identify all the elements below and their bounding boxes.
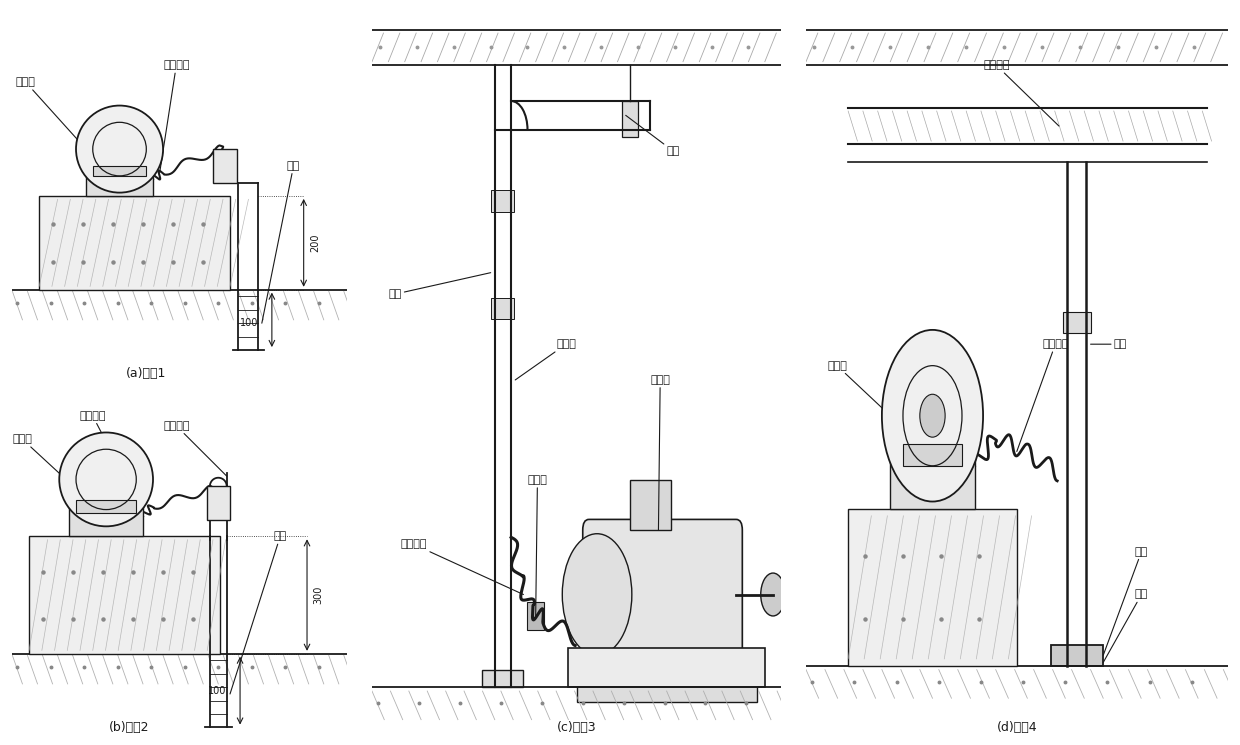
- Text: 管卡: 管卡: [626, 115, 680, 156]
- Text: 焊接: 焊接: [1104, 589, 1148, 662]
- Circle shape: [920, 394, 945, 437]
- Text: 钢管: 钢管: [388, 273, 491, 299]
- Bar: [86, 169, 153, 196]
- Text: (a)方典1: (a)方典1: [126, 367, 166, 380]
- Bar: [76, 500, 136, 513]
- Text: 电线管: 电线管: [516, 339, 577, 380]
- Bar: [1050, 644, 1104, 666]
- Text: 金属软管: 金属软管: [401, 539, 523, 595]
- Text: 电动机: 电动机: [12, 434, 66, 480]
- Text: 保护软管: 保护软管: [79, 410, 140, 507]
- Circle shape: [60, 432, 153, 527]
- Bar: [40, 196, 231, 290]
- Bar: [527, 602, 544, 630]
- Text: 电动机: 电动机: [650, 375, 670, 530]
- FancyBboxPatch shape: [583, 519, 743, 670]
- Text: 电动机: 电动机: [16, 77, 86, 149]
- Text: 100: 100: [208, 685, 227, 696]
- Text: 钢管: 钢管: [262, 161, 300, 323]
- Bar: [207, 486, 231, 520]
- Bar: [69, 507, 143, 536]
- Circle shape: [882, 330, 983, 501]
- Bar: [890, 451, 975, 509]
- Bar: [577, 652, 756, 702]
- Bar: [848, 509, 1017, 666]
- Bar: [30, 536, 219, 654]
- Text: (b)方典2: (b)方典2: [109, 721, 150, 735]
- Text: (d)方典4: (d)方典4: [997, 721, 1037, 734]
- Bar: [568, 648, 765, 688]
- Text: 专用卡: 专用卡: [527, 475, 547, 616]
- Bar: [630, 480, 671, 530]
- Text: (c)方典3: (c)方典3: [557, 721, 596, 734]
- Text: 200: 200: [310, 234, 320, 252]
- Text: 金属软管: 金属软管: [1017, 339, 1069, 451]
- Text: 金属软管: 金属软管: [160, 60, 190, 173]
- Bar: [93, 166, 146, 176]
- Text: 钢板: 钢板: [1104, 547, 1148, 656]
- Circle shape: [76, 106, 164, 193]
- Text: 钢管: 钢管: [231, 531, 286, 694]
- Circle shape: [761, 573, 785, 616]
- Text: 钢管: 钢管: [1091, 339, 1127, 349]
- Bar: [482, 670, 523, 688]
- Circle shape: [562, 533, 632, 656]
- Bar: [621, 101, 639, 137]
- Bar: [1063, 312, 1091, 334]
- Bar: [491, 298, 515, 319]
- Text: 300: 300: [314, 586, 324, 604]
- Text: 电动机: 电动机: [827, 361, 890, 416]
- Bar: [491, 191, 515, 212]
- Text: 金属线槽: 金属线槽: [983, 60, 1059, 126]
- Bar: [213, 149, 237, 183]
- Bar: [903, 444, 962, 466]
- Text: 100: 100: [241, 318, 258, 329]
- Text: 防水弯头: 防水弯头: [164, 421, 227, 476]
